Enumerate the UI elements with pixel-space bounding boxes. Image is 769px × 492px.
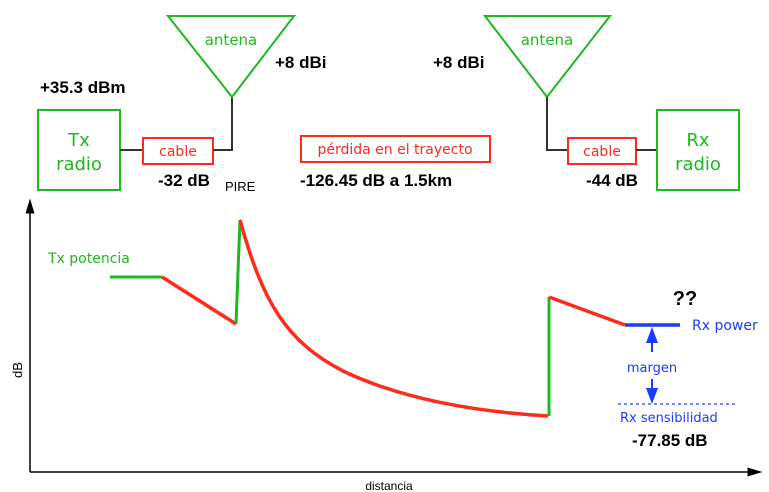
path-loss-value: -126.45 dB a 1.5km bbox=[300, 171, 452, 190]
rx-sensitivity-label: Rx sensibilidad bbox=[620, 411, 718, 426]
margin-label: margen bbox=[627, 361, 677, 376]
rx-radio-label-2: radio bbox=[675, 154, 721, 175]
tx-antenna: antena bbox=[165, 15, 297, 99]
path-loss-label: pérdida en el trayecto bbox=[317, 142, 472, 158]
rx-cable-loss: -44 dB bbox=[586, 171, 638, 190]
rx-cable-label: cable bbox=[583, 144, 621, 160]
x-axis-label: distancia bbox=[365, 479, 413, 492]
tx-radio-label-2: radio bbox=[56, 154, 102, 175]
tx-radio-label-1: Tx bbox=[67, 130, 90, 151]
rx-power-label: Rx power bbox=[692, 318, 758, 334]
rx-radio-label-1: Rx bbox=[686, 130, 710, 151]
rx-cable-box: cable bbox=[567, 137, 637, 165]
rx-radio-box: Rx radio bbox=[656, 109, 740, 191]
unknown-marker: ?? bbox=[673, 288, 697, 310]
rx-antenna-gain: +8 dBi bbox=[433, 53, 485, 72]
tx-antenna-gain-segment bbox=[234, 219, 242, 325]
tx-cable-box: cable bbox=[142, 137, 214, 165]
rx-connector-1 bbox=[546, 97, 568, 151]
tx-cable-label: cable bbox=[159, 144, 197, 160]
rx-cable-loss-segment bbox=[548, 295, 626, 327]
tx-cable-loss-segment bbox=[161, 275, 237, 326]
tx-power-value: +35.3 dBm bbox=[40, 78, 126, 97]
tx-connector-2 bbox=[213, 97, 233, 151]
rx-antenna: antena bbox=[482, 15, 613, 99]
tx-potencia-label: Tx potencia bbox=[47, 251, 130, 267]
tx-radio-box: Tx radio bbox=[37, 109, 121, 191]
tx-antenna-label: antena bbox=[205, 31, 258, 49]
rx-sensitivity-value: -77.85 dB bbox=[632, 431, 708, 450]
y-axis-label: dB bbox=[10, 362, 25, 378]
pire-label: PIRE bbox=[225, 179, 256, 194]
tx-antenna-gain: +8 dBi bbox=[275, 53, 327, 72]
tx-cable-loss: -32 dB bbox=[158, 171, 210, 190]
path-loss-box: pérdida en el trayecto bbox=[300, 135, 491, 163]
path-loss-curve bbox=[238, 219, 549, 418]
rx-antenna-label: antena bbox=[521, 31, 574, 49]
